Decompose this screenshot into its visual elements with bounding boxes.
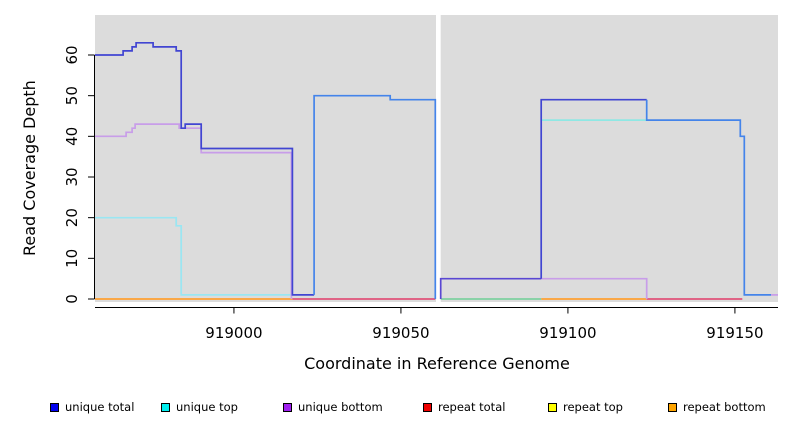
y-axis-title: Read Coverage Depth	[20, 80, 39, 256]
y-tick-label: 50	[63, 86, 81, 105]
unique-top-left-line	[95, 216, 293, 296]
y-tick-label: 20	[63, 208, 81, 227]
unique-total-left-50-line	[313, 94, 437, 299]
x-tick-label: 919150	[706, 324, 763, 342]
unique-bottom-left-line	[95, 123, 293, 299]
plot-region-2	[440, 15, 778, 302]
y-tick-label: 30	[63, 167, 81, 186]
unique-bottom-right-line	[541, 277, 648, 299]
plot-region-1	[95, 15, 436, 302]
x-tick-label: 919100	[539, 324, 596, 342]
x-tick-label: 919050	[372, 324, 429, 342]
y-tick-label: 0	[63, 294, 81, 304]
unique-total-right-49-line	[540, 98, 647, 279]
unique-total-right-5-line	[439, 277, 542, 299]
unique-total-left-high-line	[95, 41, 315, 296]
x-axis-title: Coordinate in Reference Genome	[304, 354, 570, 373]
x-tick-label: 919000	[205, 324, 262, 342]
y-tick-label: 60	[63, 45, 81, 64]
y-tick-label: 40	[63, 127, 81, 146]
unique-total-right-44-line	[645, 99, 771, 296]
y-tick-label: 10	[63, 249, 81, 268]
